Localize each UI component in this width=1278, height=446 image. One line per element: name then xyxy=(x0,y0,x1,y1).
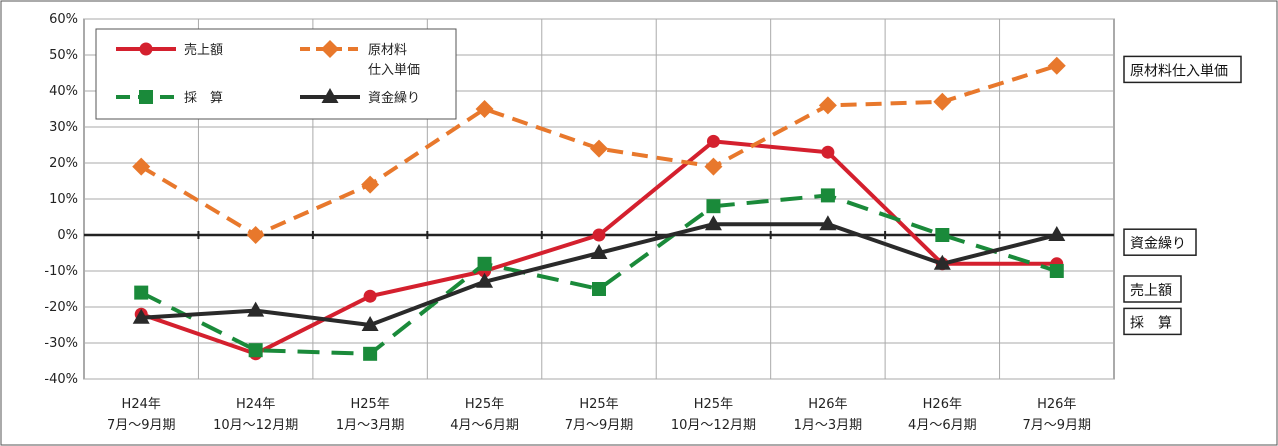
side-label-text: 資金繰り xyxy=(1130,236,1186,252)
y-tick-label: -40% xyxy=(44,372,78,387)
data-point xyxy=(706,134,720,148)
side-label: 売上額 xyxy=(1123,275,1182,303)
side-label-box xyxy=(1123,307,1182,336)
legend-item: 資金繰り xyxy=(300,88,420,106)
data-point xyxy=(476,272,494,288)
data-point xyxy=(935,228,950,242)
y-tick-label: -10% xyxy=(44,264,78,279)
data-point xyxy=(246,226,265,244)
series-group xyxy=(132,56,1066,361)
data-point xyxy=(704,157,723,176)
side-label-text: 採 算 xyxy=(1130,315,1172,331)
data-point xyxy=(477,256,492,271)
legend-item: 採 算 xyxy=(116,90,223,106)
data-point xyxy=(592,282,606,296)
data-point xyxy=(247,301,265,317)
series-4 xyxy=(132,215,1066,331)
side-label-box xyxy=(1123,228,1197,256)
data-point xyxy=(1047,56,1066,75)
y-tick-label: 10% xyxy=(49,192,78,207)
series-2 xyxy=(132,56,1066,244)
x-tick-label-period: 1月～3月期 xyxy=(794,418,863,433)
x-tick-label-year: H25年 xyxy=(694,397,733,412)
x-tick-label-year: H24年 xyxy=(122,397,161,412)
y-tick-label: 20% xyxy=(49,156,78,171)
data-point xyxy=(132,308,150,324)
x-tick-label-year: H26年 xyxy=(1037,397,1076,412)
data-point xyxy=(1049,264,1064,278)
side-label-text: 原材料仕入単価 xyxy=(1130,63,1228,79)
data-point xyxy=(134,285,149,300)
x-tick-label-period: 7月～9月期 xyxy=(1023,418,1092,433)
data-point xyxy=(248,343,263,358)
y-tick-label: 50% xyxy=(49,48,78,63)
legend-label: 採 算 xyxy=(184,91,223,106)
legend-item: 原材料仕入単価 xyxy=(300,40,420,78)
side-label: 採 算 xyxy=(1123,307,1182,336)
data-point xyxy=(933,254,951,270)
side-label-text: 売上額 xyxy=(1130,283,1172,299)
y-tick-label: -20% xyxy=(44,300,78,315)
series-3 xyxy=(134,188,1064,361)
data-point xyxy=(363,289,377,303)
y-tick-label: 0% xyxy=(57,228,78,243)
series-line xyxy=(140,63,1058,237)
legend-label: 資金繰り xyxy=(368,90,420,106)
data-point xyxy=(590,139,608,158)
side-label-box xyxy=(1123,275,1182,303)
side-label: 資金繰り xyxy=(1123,228,1197,256)
data-point xyxy=(1048,226,1066,241)
x-tick-label-period: 1月～3月期 xyxy=(336,418,405,433)
legend-label: 売上額 xyxy=(184,42,223,58)
x-tick-label-period: 7月～9月期 xyxy=(107,418,176,433)
data-point xyxy=(818,96,837,115)
x-axis-ticks: H24年 7月～9月期 H24年 10月～12月期 H25年 1月～3月期 H25年 4月～6… xyxy=(107,397,1091,433)
x-tick-label-year: H25年 xyxy=(465,397,504,412)
data-point xyxy=(592,228,606,242)
x-tick-label-period: 4月～6月期 xyxy=(450,418,519,433)
y-tick-label: -30% xyxy=(44,336,78,351)
data-point xyxy=(820,188,835,203)
x-tick-label-year: H24年 xyxy=(236,397,275,412)
legend-item: 売上額 xyxy=(116,42,223,58)
legend-label: 仕入単価 xyxy=(368,62,420,78)
legend-swatch-marker xyxy=(139,90,153,104)
data-point xyxy=(363,346,378,361)
data-point xyxy=(590,244,608,259)
data-point xyxy=(933,92,952,111)
legend-swatch-marker xyxy=(321,40,339,58)
y-axis-ticks: 60% 50% 40% 30% 20% 10% 0% -10% -20% -30% -40% xyxy=(44,12,78,387)
x-tick-label-period: 10月～12月期 xyxy=(671,418,756,433)
y-tick-label: 40% xyxy=(49,84,78,99)
side-label: 原材料仕入単価 xyxy=(1123,55,1242,84)
x-tick-label-year: H25年 xyxy=(350,397,389,412)
side-label-box xyxy=(1123,55,1242,84)
x-tick-label-period: 10月～12月期 xyxy=(213,418,298,433)
data-point xyxy=(361,175,380,194)
data-point xyxy=(704,215,722,231)
x-tick-label-year: H26年 xyxy=(808,397,847,412)
legend-box xyxy=(95,28,457,120)
legend-label: 原材料 xyxy=(368,43,407,58)
x-tick-label-period: 7月～9月期 xyxy=(565,418,634,433)
data-point xyxy=(132,157,151,176)
y-tick-label: 30% xyxy=(49,120,78,135)
x-tick-label-year: H26年 xyxy=(923,397,962,412)
data-point xyxy=(706,199,721,214)
y-tick-label: 60% xyxy=(49,12,78,27)
x-tick-label-year: H25年 xyxy=(579,397,618,412)
data-point xyxy=(821,145,835,159)
data-point xyxy=(475,100,494,118)
x-tick-label-period: 4月～6月期 xyxy=(908,418,977,433)
legend-swatch-marker xyxy=(321,88,339,103)
legend-swatch-marker xyxy=(139,42,153,56)
data-point xyxy=(361,316,379,331)
data-point xyxy=(819,215,837,231)
